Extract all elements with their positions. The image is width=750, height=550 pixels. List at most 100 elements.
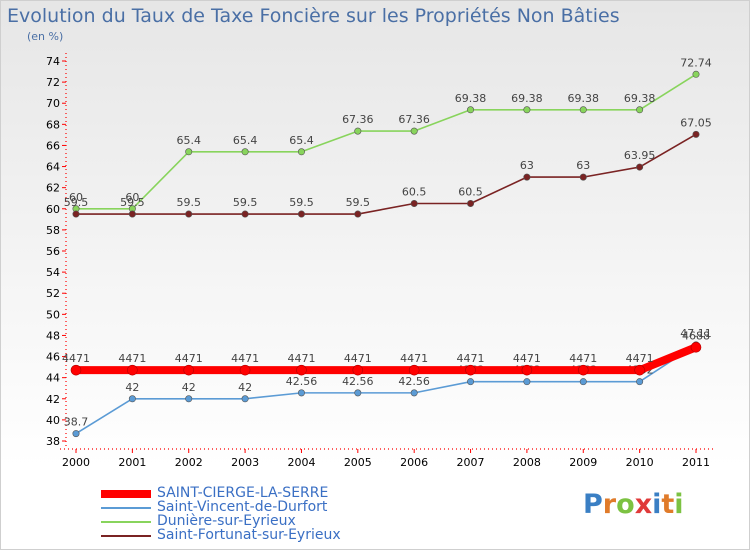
data-label: 63	[576, 159, 590, 172]
data-label: 59.5	[176, 196, 201, 209]
data-label: 38.7	[64, 416, 89, 429]
data-label: 42.56	[286, 375, 318, 388]
y-tick-label: 56	[46, 245, 60, 258]
legend-label: SAINT-CIERGE-LA-SERRE	[157, 485, 329, 501]
y-tick-label: 38	[46, 435, 60, 448]
data-label: 59.5	[233, 196, 258, 209]
y-tick-label: 46	[46, 351, 60, 364]
data-point	[241, 210, 249, 218]
series-saint-vincent-de-durfort: 38.742424242.5642.5642.56436243624362436…	[64, 327, 712, 438]
logo-letter: P	[583, 489, 603, 520]
data-point	[127, 364, 138, 376]
data-point	[692, 70, 700, 78]
data-label: 4471	[175, 352, 203, 365]
data-point	[577, 364, 589, 376]
data-point	[523, 173, 531, 181]
data-label: 4688	[682, 329, 710, 342]
legend-label: Saint-Vincent-de-Durfort	[157, 499, 328, 515]
data-label: 59.5	[289, 196, 314, 209]
y-tick-label: 72	[46, 76, 60, 89]
data-point	[296, 364, 307, 376]
data-label: 69.38	[624, 92, 656, 105]
data-label: 69.38	[455, 92, 487, 105]
data-label: 72.74	[680, 56, 712, 69]
legend-swatch	[101, 521, 151, 523]
axes	[60, 53, 716, 450]
data-point	[70, 364, 82, 376]
y-tick-label: 52	[46, 287, 60, 300]
logo-letter: t	[661, 489, 675, 520]
data-label: 42	[238, 381, 252, 394]
legend-swatch	[101, 535, 151, 537]
data-point	[72, 210, 80, 218]
y-tick-label: 58	[46, 224, 60, 237]
data-point	[634, 364, 645, 376]
data-label: 59.5	[120, 196, 145, 209]
line-chart: 38 40 42 44 46 48 50 52 54 56 58 60 62 64 66 68 70 72 74 2…	[46, 53, 716, 469]
data-label: 42.56	[342, 375, 374, 388]
data-point	[72, 430, 80, 438]
x-tick-label: 2005	[344, 456, 372, 469]
data-point	[467, 200, 475, 208]
data-label: 4471	[457, 352, 485, 365]
y-tick-label: 74	[46, 55, 60, 68]
data-label: 4471	[626, 352, 654, 365]
data-point	[354, 389, 362, 397]
x-tick-label: 2009	[569, 456, 597, 469]
series-line	[76, 133, 697, 215]
data-label: 47.11	[680, 327, 712, 340]
data-point	[692, 130, 700, 138]
data-point	[636, 163, 644, 171]
y-axis-unit: (en %)	[27, 30, 64, 43]
data-point	[579, 173, 587, 181]
data-label: 65.4	[233, 134, 258, 147]
y-tick-label: 50	[46, 308, 60, 321]
data-label: 69.38	[568, 92, 600, 105]
data-label: 4471	[118, 352, 146, 365]
data-label: 63	[520, 159, 534, 172]
logo-letter: r	[602, 489, 617, 520]
data-label: 60	[125, 191, 139, 204]
data-point	[185, 210, 193, 218]
data-point	[128, 395, 136, 403]
x-tick-label: 2011	[682, 456, 710, 469]
y-tick-label: 70	[46, 97, 60, 110]
series-saint-cierge-la-serre: 4471 4471 4471 4471 4471 4471 4471 4471 4471 4471…	[62, 329, 710, 376]
legend-label: Dunière-sur-Eyrieux	[157, 513, 296, 529]
data-point	[297, 148, 305, 156]
data-label: 60.5	[458, 186, 483, 199]
data-point	[521, 364, 533, 376]
data-label: 65.4	[176, 134, 201, 147]
series-line	[76, 73, 697, 210]
data-point	[636, 378, 644, 386]
data-point	[185, 395, 193, 403]
y-tick-label: 40	[46, 414, 60, 427]
x-tick-label: 2007	[457, 456, 485, 469]
data-label: 4471	[231, 352, 259, 365]
data-point	[579, 106, 587, 114]
data-label: 60.5	[402, 186, 427, 199]
data-point	[241, 395, 249, 403]
data-point	[354, 127, 362, 135]
data-point	[465, 364, 476, 376]
data-point	[239, 364, 251, 376]
data-label: 65.4	[289, 134, 314, 147]
data-point	[636, 106, 644, 114]
y-tick-label: 42	[46, 393, 60, 406]
data-point	[467, 378, 475, 386]
y-tick-label: 60	[46, 203, 60, 216]
data-point	[410, 127, 418, 135]
logo-letter: i	[674, 489, 684, 520]
y-tick-label: 64	[46, 161, 60, 174]
legend-swatch	[101, 490, 151, 498]
data-point	[241, 148, 249, 156]
x-tick-label: 2004	[287, 456, 315, 469]
x-tick-label: 2010	[626, 456, 654, 469]
data-label: 4471	[287, 352, 315, 365]
y-tick-label: 66	[46, 139, 60, 152]
data-label: 67.36	[342, 113, 374, 126]
legend-label: Saint-Fortunat-sur-Eyrieux	[157, 527, 341, 543]
series-line	[75, 344, 697, 435]
data-label: 67.36	[398, 113, 430, 126]
